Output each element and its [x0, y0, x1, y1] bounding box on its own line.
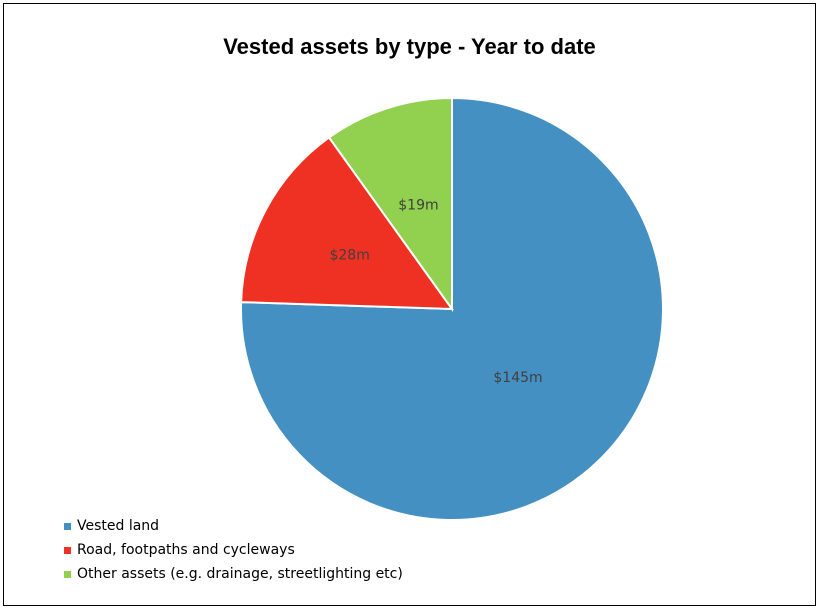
data-label-vested-land: $145m — [493, 370, 542, 386]
legend-swatch — [64, 570, 71, 578]
legend: Vested land Road, footpaths and cycleway… — [64, 514, 403, 586]
data-label-other-assets: $19m — [398, 198, 438, 214]
legend-item-other-assets: Other assets (e.g. drainage, streetlight… — [64, 562, 403, 586]
pie-slice-vested-land — [240, 96, 664, 521]
chart-title: Vested assets by type - Year to date — [223, 34, 596, 59]
legend-swatch — [64, 546, 71, 554]
pie-slice-roads — [240, 136, 454, 311]
data-label-roads: $28m — [329, 247, 369, 263]
pie-slice-other-assets — [327, 96, 453, 313]
pie-chart: $145m $28m $19m — [240, 96, 664, 521]
legend-swatch — [64, 522, 71, 530]
legend-item-vested-land: Vested land — [64, 514, 403, 538]
legend-label: Other assets (e.g. drainage, streetlight… — [77, 566, 403, 582]
legend-label: Road, footpaths and cycleways — [77, 542, 295, 558]
legend-label: Vested land — [77, 518, 160, 534]
legend-item-roads: Road, footpaths and cycleways — [64, 538, 403, 562]
chart-frame: Vested assets by type - Year to date $14… — [3, 3, 816, 606]
